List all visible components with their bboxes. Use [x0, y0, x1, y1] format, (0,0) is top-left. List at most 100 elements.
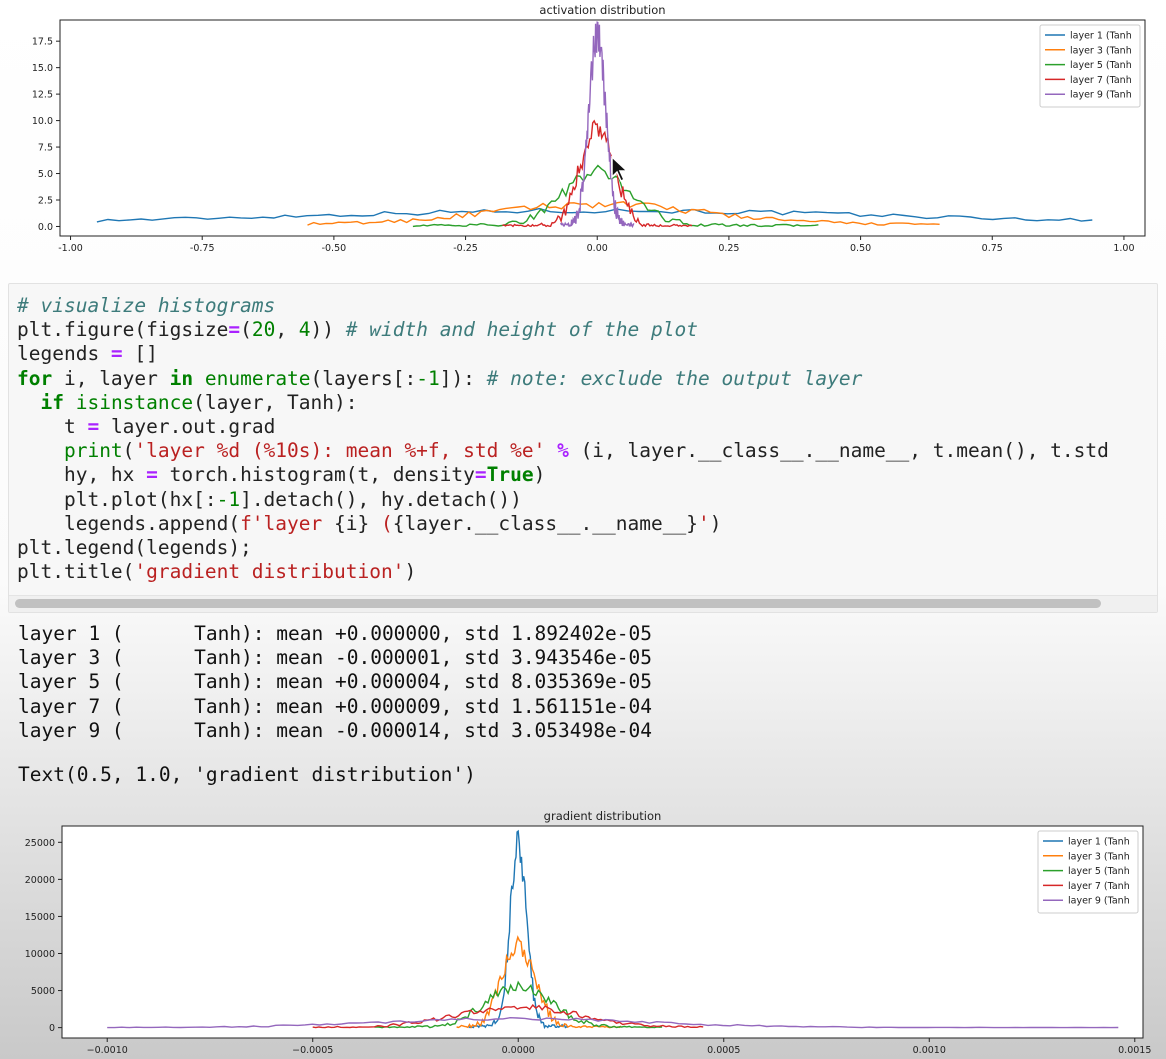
code-token: 4	[298, 318, 311, 342]
stdout-line: layer 7 ( Tanh): mean +0.000009, std 1.5…	[18, 694, 652, 718]
series-line	[374, 980, 663, 1029]
code-token: in	[169, 366, 194, 390]
chart-title: gradient distribution	[544, 809, 662, 823]
code-token: legends	[17, 342, 111, 366]
series-line	[107, 1016, 1119, 1029]
code-token: # width and height of the plot	[345, 318, 698, 342]
x-tick-label: 0.0000	[502, 1045, 535, 1056]
code-token: =	[146, 463, 158, 487]
legend-entry: layer 5 (Tanh	[1070, 60, 1132, 71]
code-token: t	[17, 415, 88, 439]
legend-entry: layer 7 (Tanh	[1068, 881, 1130, 892]
code-token: True	[486, 463, 534, 487]
cell-result: Text(0.5, 1.0, 'gradient distribution')	[18, 763, 476, 786]
x-tick-label: 0.25	[718, 243, 739, 254]
code-line: if isinstance(layer, Tanh):	[17, 391, 1109, 415]
code-line: for i, layer in enumerate(layers[:-1]): …	[17, 367, 1109, 391]
x-tick-label: −0.0010	[87, 1045, 128, 1056]
scrollbar-thumb[interactable]	[15, 599, 1101, 608]
code-token: =	[228, 318, 241, 342]
code-token: # note: exclude the output layer	[486, 366, 863, 390]
code-token: torch.histogram(t, density	[157, 463, 475, 487]
series-line	[312, 1004, 704, 1029]
code-token: '	[697, 511, 710, 535]
code-token: ))	[310, 318, 346, 342]
code-token: i, layer	[52, 366, 170, 390]
code-token: 20	[251, 318, 276, 342]
legend-entry: layer 5 (Tanh	[1068, 866, 1130, 877]
code-line: hy, hx = torch.histogram(t, density=True…	[17, 463, 1109, 487]
y-tick-label: 20000	[25, 875, 55, 886]
stdout-line: layer 5 ( Tanh): mean +0.000004, std 8.0…	[18, 670, 652, 694]
code-token: =	[87, 415, 100, 439]
plot-area	[61, 825, 1144, 1039]
code-token: plt.figure(figsize	[17, 318, 229, 342]
code-token: (	[369, 511, 393, 535]
series-line	[502, 119, 693, 228]
series-line	[559, 21, 635, 229]
code-token: print	[63, 439, 123, 463]
y-tick-label: 7.5	[38, 143, 53, 154]
series-group	[96, 21, 1093, 229]
stdout-line: layer 1 ( Tanh): mean +0.000000, std 1.8…	[18, 622, 652, 645]
x-tick-label: 0.75	[982, 243, 1003, 254]
x-tick-label: 0.50	[850, 243, 871, 254]
code-token: legends.append(	[17, 511, 241, 535]
horizontal-scrollbar[interactable]	[9, 595, 1157, 612]
legend-entry: layer 3 (Tanh	[1068, 851, 1130, 862]
stdout-output: layer 1 ( Tanh): mean +0.000000, std 1.8…	[18, 622, 652, 743]
code-token: layer.out.grad	[99, 415, 276, 439]
x-tick-label: 0.0005	[707, 1045, 740, 1056]
code-token: for	[17, 366, 53, 390]
legend-entry: layer 9 (Tanh	[1070, 90, 1132, 101]
code-token: =	[110, 342, 123, 366]
legend	[1037, 830, 1139, 914]
code-token: hy, hx	[17, 463, 147, 487]
y-tick-label: 25000	[25, 838, 55, 849]
x-tick-label: 0.00	[587, 243, 608, 254]
code-cell[interactable]: # visualize histograms plt.figure(figsize…	[8, 283, 1158, 613]
x-tick-label: -0.50	[322, 243, 347, 254]
legend-entry: layer 7 (Tanh	[1070, 75, 1132, 86]
code-token: ,	[275, 318, 299, 342]
y-tick-label: 17.5	[32, 37, 53, 48]
code-token	[545, 439, 557, 462]
y-tick-label: 0.0	[38, 222, 53, 233]
code-token: %	[557, 439, 569, 463]
code-token: )	[404, 560, 417, 584]
code-token: enumerate	[204, 366, 311, 390]
legend	[1039, 24, 1141, 108]
code-token: {layer.__class__.__name__}	[392, 511, 698, 535]
legend-entry: layer 1 (Tanh	[1068, 837, 1130, 848]
series-line	[96, 207, 1093, 223]
x-tick-label: -1.00	[58, 243, 83, 254]
code-token: []	[122, 342, 158, 366]
y-tick-label: 2.5	[38, 196, 53, 207]
code-token	[17, 391, 40, 414]
y-tick-label: 5000	[31, 986, 55, 997]
code-token: plt.plot(hx[:	[17, 487, 217, 511]
code-line: t = layer.out.grad	[17, 415, 1109, 439]
series-line	[468, 829, 568, 1030]
code-editor[interactable]: # visualize histograms plt.figure(figsize…	[17, 294, 1109, 584]
code-line: plt.figure(figsize=(20, 4)) # width and …	[17, 318, 1109, 342]
code-token	[64, 391, 76, 414]
x-tick-label: 0.0015	[1118, 1045, 1151, 1056]
y-tick-label: 15.0	[32, 63, 53, 74]
stdout-line: layer 3 ( Tanh): mean -0.000001, std 3.9…	[18, 646, 652, 670]
code-line: plt.title('gradient distribution')	[17, 560, 1109, 584]
code-token: if	[40, 390, 64, 414]
series-line	[412, 164, 819, 228]
code-line: legends = []	[17, 342, 1109, 366]
code-line: legends.append(f'layer {i} ({layer.__cla…	[17, 512, 1109, 536]
code-token: 'layer %d (%10s): mean %+f, std %e'	[134, 439, 546, 463]
code-token	[17, 439, 64, 462]
legend-entry: layer 1 (Tanh	[1070, 31, 1132, 42]
code-token: (	[240, 318, 252, 342]
x-tick-label: −0.0005	[292, 1045, 333, 1056]
code-token: plt.legend(legends);	[17, 536, 252, 560]
x-tick-label: -0.75	[190, 243, 215, 254]
code-token: # visualize histograms	[17, 294, 276, 317]
code-line: print('layer %d (%10s): mean %+f, std %e…	[17, 439, 1109, 463]
x-tick-label: -0.25	[453, 243, 478, 254]
